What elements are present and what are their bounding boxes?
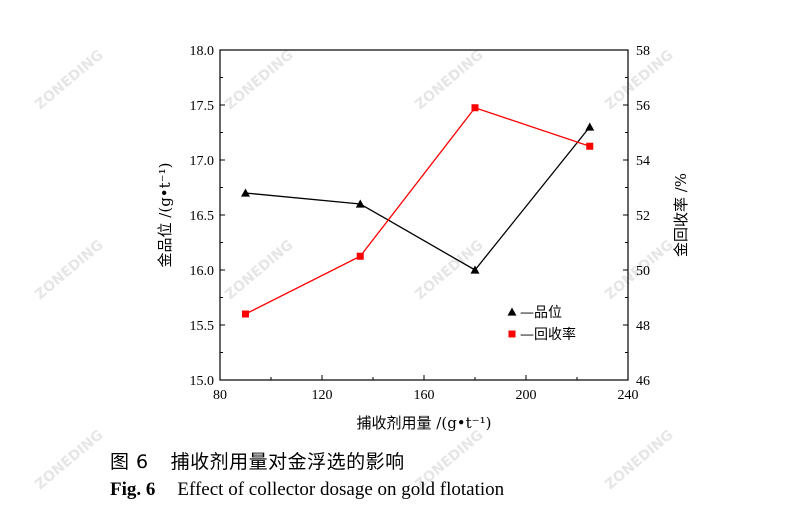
y-right-tick-label: 54: [636, 154, 650, 169]
watermark-text: ZONEDING: [32, 237, 106, 303]
y-right-tick-label: 56: [636, 99, 650, 114]
caption-en-text: Effect of collector dosage on gold flota…: [177, 479, 505, 500]
legend-marker-recovery: [508, 330, 516, 338]
caption-english: Fig. 6 Effect of collector dosage on gold…: [110, 479, 504, 501]
watermark-text: ZONEDING: [222, 47, 296, 113]
caption-en-number: Fig. 6: [110, 479, 156, 500]
y-left-tick-label: 15.5: [190, 319, 215, 334]
watermark-text: ZONEDING: [602, 427, 676, 493]
x-tick-label: 120: [312, 388, 333, 403]
watermark-text: ZONEDING: [32, 47, 106, 113]
watermark-text: ZONEDING: [222, 237, 296, 303]
caption-cn-text: 捕收剂用量对金浮选的影响: [170, 451, 405, 473]
data-point-recovery: [356, 252, 364, 260]
legend: —品位 —回收率: [507, 305, 576, 343]
series-line-grade: [245, 126, 591, 271]
y-left-tick-label: 17.0: [190, 154, 215, 169]
data-point-recovery: [242, 310, 249, 318]
y-left-tick-label: 17.5: [190, 99, 215, 114]
y-right-tick-label: 46: [636, 374, 650, 389]
y-axis-left-label: 金品位 /(g•t⁻¹): [156, 163, 174, 268]
y-right-tick-label: 48: [636, 319, 650, 334]
data-point-recovery: [586, 142, 594, 150]
watermark-text: ZONEDING: [32, 427, 106, 493]
y-right-tick-label: 52: [636, 209, 650, 224]
axes: 80 120 160 200 240 15.0 15.5 16.0 16.5 17.0 17.5 18…: [190, 44, 651, 403]
data-point-grade: [241, 188, 250, 197]
series-layer: [241, 104, 595, 318]
x-tick-label: 240: [618, 388, 639, 403]
x-tick-label: 160: [414, 388, 435, 403]
data-point-recovery: [471, 104, 479, 112]
watermark-text: ZONEDING: [412, 47, 486, 113]
y-right-tick-label: 58: [636, 44, 650, 59]
caption-cn-number: 图 6: [110, 451, 149, 473]
data-point-grade: [585, 122, 595, 131]
x-tick-label: 80: [213, 388, 227, 403]
y-right-tick-label: 50: [636, 264, 650, 279]
y-left-tick-label: 15.0: [190, 374, 215, 389]
legend-label-recovery: —回收率: [520, 326, 576, 343]
legend-label-grade: —品位: [520, 305, 562, 321]
y-axis-right-label: 金回收率 /%: [672, 173, 690, 257]
x-tick-label: 200: [516, 388, 537, 403]
watermark-layer: ZONEDING ZONEDING ZONEDING ZONEDING ZONEDING…: [32, 47, 676, 493]
series-line-recovery: [245, 106, 590, 315]
legend-marker-grade: [507, 307, 517, 316]
data-point-grade: [355, 199, 365, 208]
y-left-tick-label: 16.0: [190, 264, 215, 279]
caption-chinese: 图 6 捕收剂用量对金浮选的影响: [110, 447, 405, 474]
y-left-tick-label: 18.0: [190, 44, 215, 59]
data-point-grade: [470, 265, 480, 274]
y-left-tick-label: 16.5: [190, 209, 215, 224]
x-axis-label: 捕收剂用量 /(g•t⁻¹): [357, 414, 492, 432]
